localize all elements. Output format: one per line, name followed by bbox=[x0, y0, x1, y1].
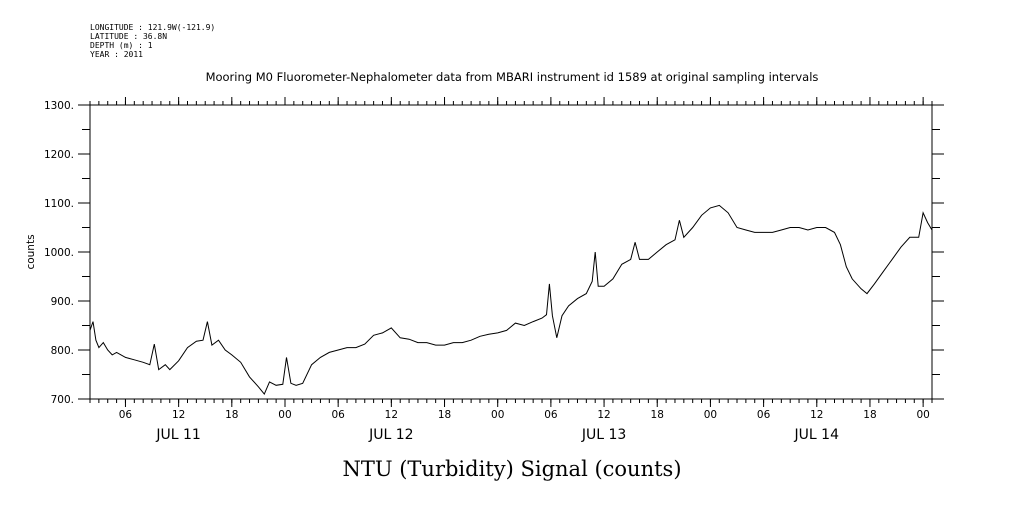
x-tick-label: 06 bbox=[119, 409, 133, 421]
y-tick-label: 1300. bbox=[44, 100, 74, 112]
plot-frame bbox=[89, 104, 933, 400]
y-axis-label: counts bbox=[25, 234, 37, 269]
x-tick-label: 00 bbox=[704, 409, 717, 421]
y-tick-label: 1200. bbox=[44, 149, 74, 161]
x-tick-label: 12 bbox=[385, 409, 398, 421]
latitude-label: LATITUDE : 36.8N bbox=[90, 32, 167, 41]
day-label: JUL 11 bbox=[155, 427, 200, 443]
x-tick-labels: 06 12 18 00 06 12 18 00 06 12 18 00 06 12 18 00 bbox=[119, 409, 930, 421]
y-tick-label: 700. bbox=[51, 394, 74, 406]
x-tick-label: 00 bbox=[916, 409, 929, 421]
x-tick-label: 18 bbox=[438, 409, 451, 421]
x-tick-label: 00 bbox=[278, 409, 291, 421]
year-label: YEAR : 2011 bbox=[90, 50, 143, 59]
x-tick-label: 06 bbox=[331, 409, 345, 421]
x-tick-label: 18 bbox=[225, 409, 238, 421]
x-tick-label: 12 bbox=[810, 409, 823, 421]
x-tick-label: 06 bbox=[757, 409, 771, 421]
day-label: JUL 13 bbox=[581, 427, 626, 443]
y-tick-label: 900. bbox=[51, 296, 74, 308]
x-tick-label: 12 bbox=[597, 409, 610, 421]
day-label: JUL 12 bbox=[368, 427, 413, 443]
chart-title: Mooring M0 Fluorometer-Nephalometer data… bbox=[206, 70, 819, 84]
x-tick-label: 06 bbox=[544, 409, 558, 421]
metadata-block: LONGITUDE : 121.9W(-121.9) LATITUDE : 36… bbox=[90, 23, 215, 59]
y-tick-label: 1100. bbox=[44, 198, 74, 210]
x-tick-label: 18 bbox=[863, 409, 876, 421]
x-major-ticks bbox=[124, 97, 924, 407]
y-tick-label: 1000. bbox=[44, 247, 74, 259]
x-tick-label: 00 bbox=[491, 409, 504, 421]
y-tick-label: 800. bbox=[51, 345, 74, 357]
day-label: JUL 14 bbox=[794, 427, 840, 443]
y-ticks bbox=[78, 104, 944, 400]
x-axis-title: NTU (Turbidity) Signal (counts) bbox=[342, 457, 681, 481]
y-tick-labels: 700. 800. 900. 1000. 1100. 1200. 1300. bbox=[44, 100, 74, 406]
x-minor-ticks bbox=[89, 101, 933, 403]
longitude-label: LONGITUDE : 121.9W(-121.9) bbox=[90, 23, 215, 32]
series-line bbox=[89, 204, 933, 396]
depth-label: DEPTH (m) : 1 bbox=[90, 41, 153, 50]
x-tick-label: 18 bbox=[651, 409, 664, 421]
x-tick-label: 12 bbox=[172, 409, 185, 421]
day-labels: JUL 11 JUL 12 JUL 13 JUL 14 bbox=[155, 427, 839, 443]
